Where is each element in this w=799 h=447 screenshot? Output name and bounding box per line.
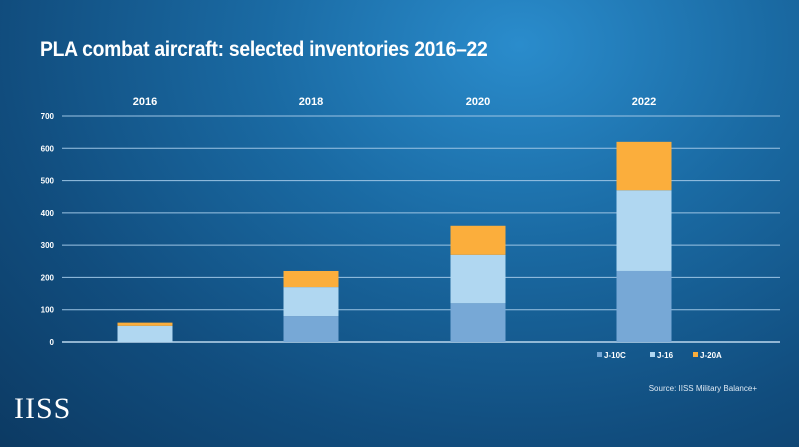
y-tick-label: 100 [41, 306, 55, 315]
bar-segment-j-16 [283, 287, 339, 317]
y-tick-label: 500 [41, 177, 55, 186]
bar-segment-j-20a [450, 225, 506, 255]
bar-segment-j-16 [616, 190, 672, 271]
x-category-label: 2022 [632, 96, 656, 108]
bar-segment-j-16 [117, 325, 173, 342]
bar-segment-j-20a [616, 141, 672, 191]
legend-label: J-20A [700, 351, 722, 360]
chart-title: PLA combat aircraft: selected inventorie… [40, 38, 488, 61]
legend-label: J-10C [604, 351, 626, 360]
x-category-label: 2016 [133, 96, 157, 108]
x-category-label: 2020 [466, 96, 490, 108]
y-tick-label: 300 [41, 241, 55, 250]
bar-segment-j-20a [117, 322, 173, 326]
legend-swatch [650, 352, 655, 357]
legend-label: J-16 [657, 351, 674, 360]
legend-swatch [597, 352, 602, 357]
source-note: Source: IISS Military Balance+ [648, 384, 757, 393]
iiss-logo: IISS [14, 392, 72, 425]
bar-segment-j-20a [283, 270, 339, 288]
bar-segment-j-10c [450, 303, 506, 342]
x-category-label: 2018 [299, 96, 323, 108]
bar-segment-j-16 [450, 254, 506, 304]
y-tick-label: 0 [50, 338, 55, 347]
y-tick-label: 200 [41, 273, 55, 282]
legend-swatch [693, 352, 698, 357]
y-tick-label: 600 [41, 144, 55, 153]
bar-segment-j-10c [283, 316, 339, 342]
bar-segment-j-10c [616, 270, 672, 342]
y-tick-label: 400 [41, 209, 55, 218]
y-tick-label: 700 [41, 112, 55, 121]
